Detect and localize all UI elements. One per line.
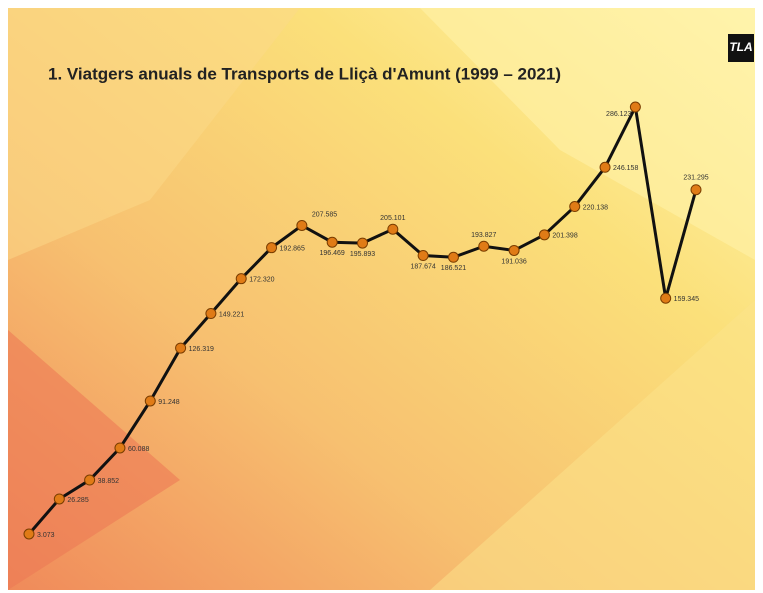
data-label: 201.398 [552,233,577,240]
data-label: 126.319 [189,346,214,353]
data-point [115,443,125,453]
data-point [509,245,519,255]
data-label: 207.585 [312,211,337,218]
data-label: 187.674 [410,263,435,270]
data-label: 38.852 [98,478,120,485]
chart: TLA 1. Viatgers anuals de Transports de … [0,0,763,593]
data-label: 195.893 [350,251,375,258]
data-point [24,529,34,539]
data-point [691,185,701,195]
data-point [297,220,307,230]
data-point [176,343,186,353]
data-point [448,252,458,262]
data-point [54,494,64,504]
data-label: 186.521 [441,265,466,272]
data-label: 246.158 [613,165,638,172]
data-point [145,396,155,406]
data-label: 205.101 [380,215,405,222]
chart-title: 1. Viatgers anuals de Transports de Lliç… [48,64,561,83]
data-point [630,102,640,112]
data-label: 26.285 [67,497,89,504]
data-point [661,293,671,303]
page: TLA 1. Viatgers anuals de Transports de … [0,0,763,593]
data-label: 286.123 [606,111,631,118]
data-point [85,475,95,485]
data-label: 3.073 [37,532,55,539]
data-label: 159.345 [674,296,699,303]
data-label: 149.221 [219,311,244,318]
data-point [388,224,398,234]
data-label: 192.865 [280,246,305,253]
data-label: 91.248 [158,399,180,406]
data-label: 172.320 [249,277,274,284]
data-point [267,243,277,253]
data-point [236,274,246,284]
data-label: 193.827 [471,232,496,239]
data-point [358,238,368,248]
data-label: 196.469 [320,250,345,257]
data-label: 191.036 [501,258,526,265]
data-label: 231.295 [683,175,708,182]
data-point [570,202,580,212]
data-point [206,309,216,319]
data-point [479,241,489,251]
data-point [327,237,337,247]
data-point [600,162,610,172]
data-point [418,251,428,261]
logo: TLA [729,40,752,54]
data-label: 60.088 [128,446,150,453]
data-point [539,230,549,240]
data-label: 220.138 [583,204,608,211]
